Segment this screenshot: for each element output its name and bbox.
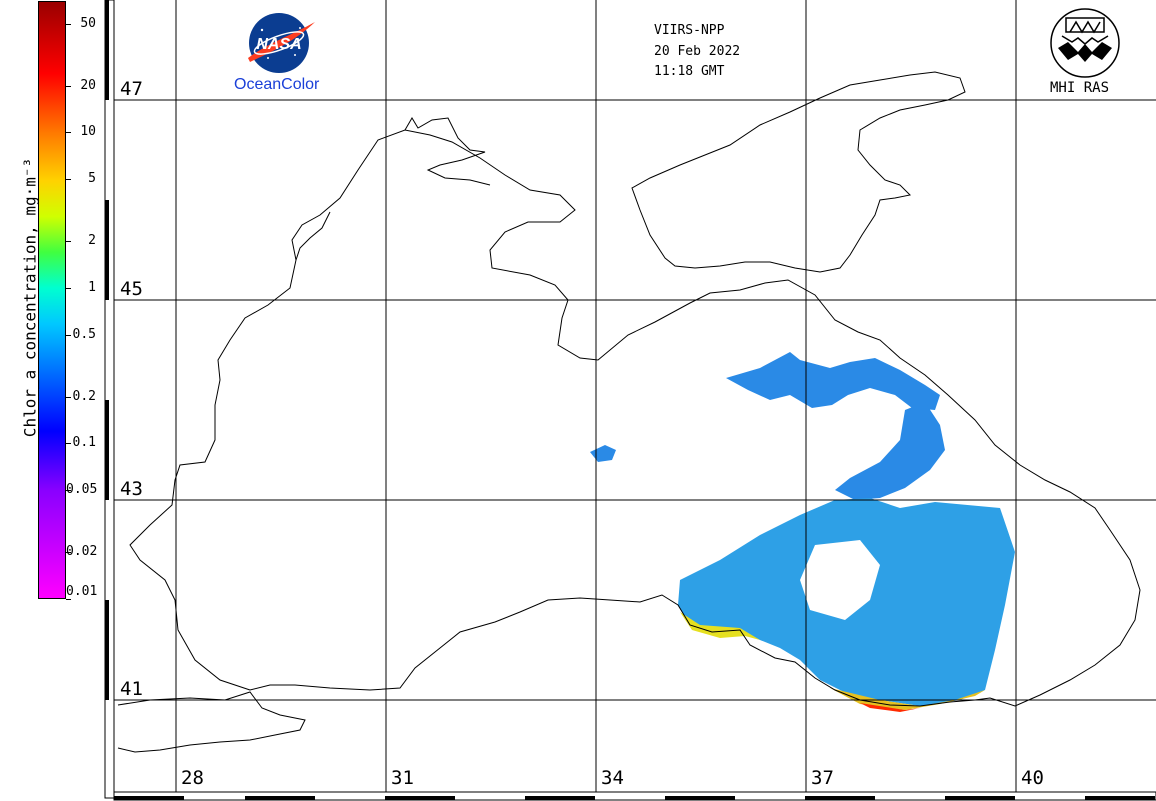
colorbar-tick-label: 20	[80, 77, 96, 93]
time-label: 11:18 GMT	[654, 64, 725, 79]
lat-label-41: 41	[119, 678, 144, 700]
bosporus-marmara-coast	[117, 691, 306, 753]
colorbar-tick-label: 0.2	[72, 388, 96, 404]
lon-label-28: 28	[181, 767, 204, 789]
colorbar-tick-mark	[66, 599, 71, 600]
colorbar-gradient	[38, 1, 66, 599]
mhi-logo	[1050, 8, 1120, 78]
colorbar-tick-mark	[66, 490, 71, 492]
nasa-logo-text: NASA	[256, 36, 301, 53]
lat-label-47: 47	[119, 78, 144, 100]
crimea-north-inlets	[404, 117, 491, 186]
chl-south-coast-max	[860, 703, 920, 712]
colorbar-tick-label: 2	[88, 233, 96, 249]
lon-label-31: 31	[391, 767, 414, 789]
bottom-scale-bar	[113, 791, 1156, 801]
chl-patch-north	[726, 352, 940, 410]
colorbar-tick-label: 10	[80, 124, 96, 140]
colorbar-tick-mark	[66, 334, 71, 336]
lat-label-43: 43	[119, 478, 144, 500]
colorbar-tick-mark	[66, 443, 71, 445]
chlorophyll-data	[590, 352, 1015, 712]
lon-label-40: 40	[1021, 767, 1044, 789]
graticule	[114, 0, 1156, 792]
mhi-label: MHI RAS	[1050, 80, 1110, 96]
lat-label-45: 45	[119, 278, 144, 300]
oceancolor-label: OceanColor	[234, 76, 320, 93]
lon-label-37: 37	[811, 767, 834, 789]
colorbar-tick-mark	[66, 552, 71, 554]
colorbar-tick-label: 0.01	[66, 584, 98, 599]
colorbar-tick-mark	[66, 241, 71, 243]
chl-south-coast-high	[680, 612, 760, 640]
colorbar-tick-label: 5	[88, 171, 96, 187]
sea-of-azov-coastline	[631, 71, 966, 273]
colorbar-tick-mark	[66, 287, 71, 289]
chl-hole	[800, 540, 880, 620]
colorbar-tick-mark	[66, 23, 71, 25]
black-sea-coastline	[129, 129, 1141, 707]
nasa-logo: NASA	[248, 13, 315, 73]
colorbar-tick-mark	[66, 396, 71, 398]
chl-patch-dot	[590, 445, 616, 462]
lon-label-34: 34	[601, 767, 624, 789]
left-scale-bar	[104, 0, 115, 799]
date-label: 20 Feb 2022	[654, 44, 741, 59]
odessa-coast-detail	[295, 211, 331, 261]
colorbar-tick-mark	[66, 132, 71, 134]
colorbar-tick-mark	[66, 85, 71, 87]
colorbar-tick-label: 0.1	[72, 435, 96, 451]
satellite-label: VIIRS-NPP	[654, 23, 725, 38]
colorbar-tick-label: 0.05	[66, 482, 98, 498]
coastline	[117, 71, 1141, 753]
colorbar-tick-label: 50	[80, 15, 96, 31]
colorbar-tick-label: 1	[88, 279, 96, 295]
colorbar-tick-label: 0.5	[72, 326, 96, 342]
colorbar-tick-label: 0.02	[66, 544, 98, 560]
colorbar-tick-mark	[66, 179, 71, 181]
chl-patch-east-strip	[835, 402, 945, 500]
